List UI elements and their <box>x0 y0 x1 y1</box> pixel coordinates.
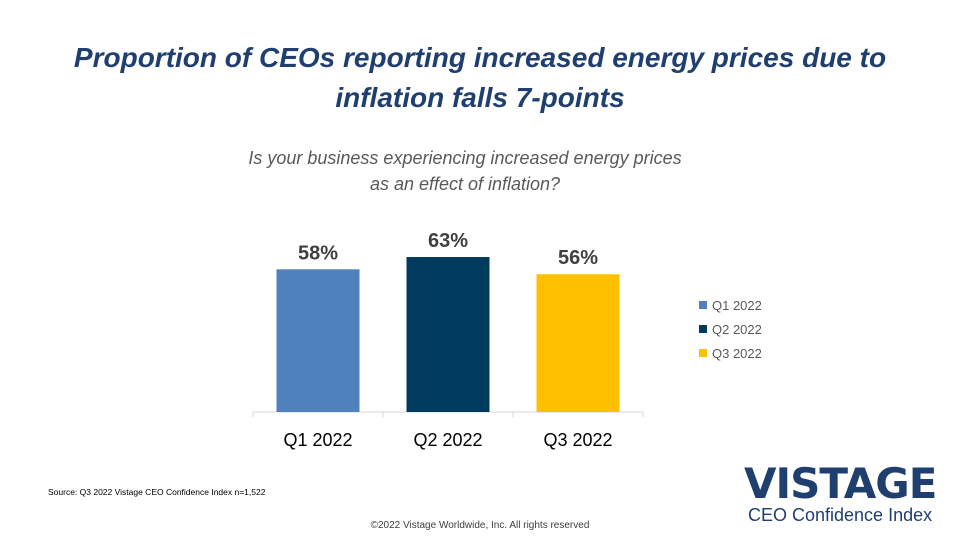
copyright-note: ©2022 Vistage Worldwide, Inc. All rights… <box>370 520 590 531</box>
legend-label-q2: Q2 2022 <box>712 321 762 337</box>
data-label-3: 56% <box>558 247 598 269</box>
logo-wordmark: VISTAGE <box>744 459 937 508</box>
bar-2 <box>406 257 490 412</box>
chart-title: Proportion of CEOs reporting increased e… <box>40 38 920 118</box>
vistage-logo: VISTAGE CEO Confidence Index <box>744 459 944 526</box>
survey-question-line-1: Is your business experiencing increased … <box>248 148 682 168</box>
x-tick-label-1: Q1 2022 <box>283 430 352 450</box>
x-tick-label-3: Q3 2022 <box>543 430 612 450</box>
logo-subtitle: CEO Confidence Index <box>748 505 933 525</box>
x-tick-label-2: Q2 2022 <box>413 430 482 450</box>
legend-item-q3: Q3 2022 <box>699 341 762 365</box>
chart-legend: Q1 2022 Q2 2022 Q3 2022 <box>699 293 762 365</box>
bar-1 <box>276 269 360 412</box>
data-label-2: 63% <box>428 230 468 252</box>
legend-item-q2: Q2 2022 <box>699 317 762 341</box>
survey-question-line-2: as an effect of inflation? <box>369 174 561 194</box>
legend-item-q1: Q1 2022 <box>699 293 762 317</box>
legend-label-q1: Q1 2022 <box>712 297 762 313</box>
legend-swatch-q3 <box>699 349 707 357</box>
source-note: Source: Q3 2022 Vistage CEO Confidence I… <box>48 487 266 497</box>
chart-title-line-1: Proportion of CEOs reporting increased e… <box>73 42 887 73</box>
legend-label-q3: Q3 2022 <box>712 345 762 361</box>
bar-3 <box>536 274 620 412</box>
data-label-1: 58% <box>298 242 338 264</box>
legend-swatch-q2 <box>699 325 707 333</box>
legend-swatch-q1 <box>699 301 707 309</box>
chart-title-line-2: inflation falls 7-points <box>335 82 625 113</box>
survey-question: Is your business experiencing increased … <box>160 145 770 197</box>
